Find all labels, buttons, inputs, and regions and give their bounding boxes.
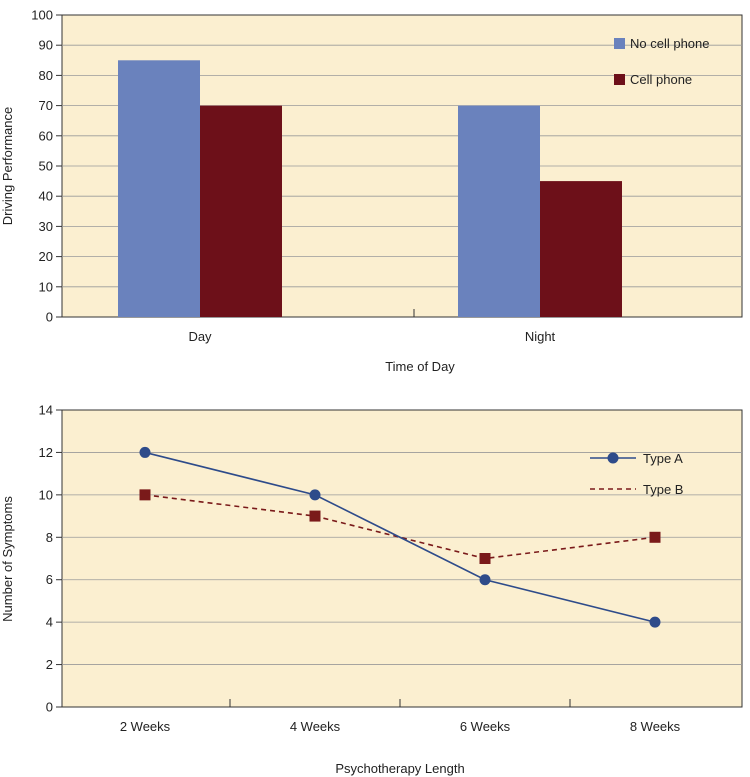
line-chart-x-tick-label: 6 Weeks <box>460 719 511 734</box>
line-chart-y-tick-label: 8 <box>46 530 53 545</box>
bar-chart-y-tick-label: 20 <box>39 249 53 264</box>
bar-chart-legend-label: No cell phone <box>630 36 710 51</box>
line-chart-y-tick-label: 4 <box>46 615 53 630</box>
line-chart-x-tick-label: 8 Weeks <box>630 719 681 734</box>
bar-chart-y-tick-label: 90 <box>39 38 53 53</box>
line-chart-y-tick-label: 6 <box>46 572 53 587</box>
bar-chart-y-tick-label: 40 <box>39 189 53 204</box>
line-point-type-a <box>479 574 491 586</box>
line-chart-plot-area <box>61 409 743 708</box>
bar-chart-x-tick-label: Day <box>188 329 212 344</box>
line-chart-x-tick-label: 2 Weeks <box>120 719 171 734</box>
line-chart-legend-marker <box>607 452 619 464</box>
line-point-type-b <box>139 489 151 501</box>
bar-chart-y-tick-label: 70 <box>39 98 53 113</box>
line-point-type-b <box>309 510 321 522</box>
bar-chart-y-tick-label: 0 <box>46 310 53 325</box>
bar-chart-y-tick-label: 80 <box>39 68 53 83</box>
line-chart-gridlines <box>62 452 742 665</box>
line-chart-legend-label: Type B <box>643 482 683 497</box>
bar-day-0 <box>118 60 200 318</box>
line-point-type-a <box>139 446 151 458</box>
bar-chart-y-tick-label: 50 <box>39 159 53 174</box>
bar-chart-y-axis-title: Driving Performance <box>0 107 15 226</box>
line-series-type-a <box>144 451 656 623</box>
line-point-type-a <box>309 489 321 501</box>
line-chart-y-tick-label: 12 <box>39 445 53 460</box>
bar-chart-legend-label: Cell phone <box>630 72 692 87</box>
line-chart-y-tick-label: 14 <box>39 403 53 418</box>
line-chart: 0 2 4 6 8 10 12 14 2 Weeks 4 Weeks 6 Weeks 8 Weeks… <box>0 403 743 776</box>
bar-chart-bars <box>118 60 622 318</box>
bar-chart-x-ticks: Day Night <box>188 309 556 344</box>
bar-chart-y-ticks: 0 10 20 30 40 50 60 70 80 90 100 <box>31 8 62 325</box>
line-point-type-a <box>649 616 661 628</box>
bar-chart-y-tick-label: 10 <box>39 279 53 294</box>
line-chart-y-tick-label: 10 <box>39 487 53 502</box>
line-chart-x-axis-title: Psychotherapy Length <box>335 761 464 776</box>
line-point-type-b <box>479 553 491 564</box>
line-chart-y-tick-label: 2 <box>46 657 53 672</box>
bar-chart-y-tick-label: 30 <box>39 219 53 234</box>
bar-chart: 0 10 20 30 40 50 60 70 80 90 100 Day Night No cell … <box>0 8 743 374</box>
bar-night-0 <box>458 105 540 317</box>
line-chart-x-tick-label: 4 Weeks <box>290 719 341 734</box>
line-chart-legend-label: Type A <box>643 451 683 466</box>
line-chart-legend: Type A Type B <box>590 451 683 497</box>
bar-chart-x-axis-title: Time of Day <box>385 359 455 374</box>
line-chart-x-ticks: 2 Weeks 4 Weeks 6 Weeks 8 Weeks <box>120 699 681 734</box>
bar-chart-legend: No cell phone Cell phone <box>614 36 710 87</box>
bar-night-1 <box>540 181 622 317</box>
line-chart-y-ticks: 0 2 4 6 8 10 12 14 <box>39 403 62 715</box>
line-point-type-b <box>649 531 661 543</box>
bar-day-1 <box>200 105 282 317</box>
line-chart-series <box>139 446 661 628</box>
line-series-type-b <box>144 494 656 560</box>
bar-chart-legend-swatch <box>614 74 625 85</box>
line-chart-y-tick-label: 0 <box>46 700 53 715</box>
bar-chart-y-tick-label: 100 <box>31 8 53 23</box>
bar-chart-y-tick-label: 60 <box>39 128 53 143</box>
bar-chart-legend-swatch <box>614 38 625 49</box>
line-chart-y-axis-title: Number of Symptoms <box>0 496 15 622</box>
bar-chart-x-tick-label: Night <box>525 329 556 344</box>
